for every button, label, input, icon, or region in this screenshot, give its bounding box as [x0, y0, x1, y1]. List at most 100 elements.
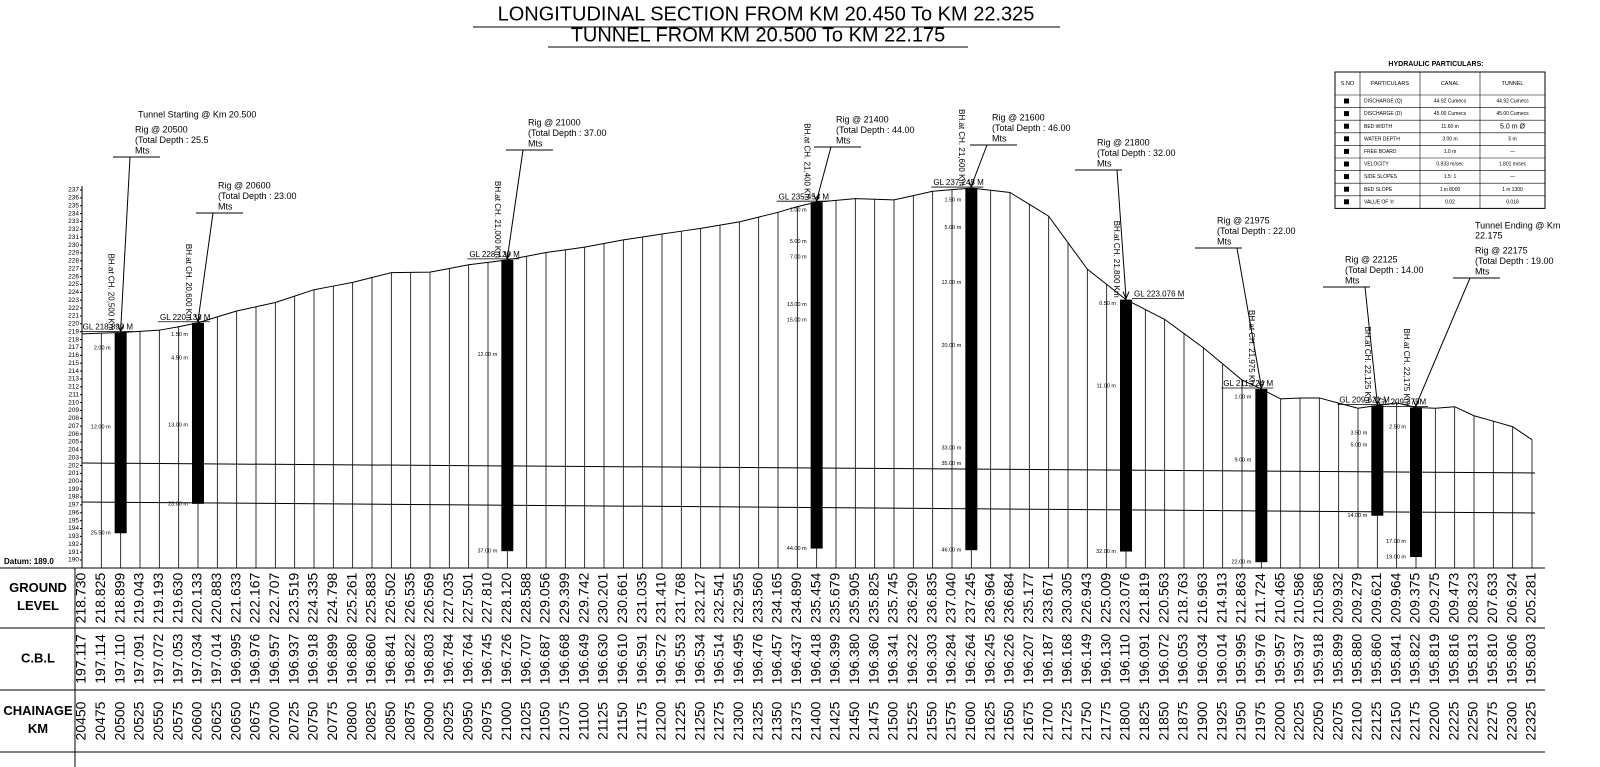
chainage-value: 20625 [208, 701, 224, 740]
cbl-value: 196.303 [923, 633, 939, 684]
level-label: 214 [68, 368, 79, 375]
chainage-value: 21875 [1175, 701, 1191, 740]
borehole-label: BH.at CH. 22,125 Km [1363, 327, 1372, 404]
ground_level-value: 218.763 [1175, 572, 1191, 623]
row-header: C.B.L [21, 650, 55, 665]
ground_level-value: 210.586 [1310, 572, 1326, 623]
chainage-value: 22275 [1484, 701, 1500, 740]
rig-label: Mts [836, 135, 851, 145]
chainage-value: 21575 [943, 701, 959, 740]
ground_level-value: 225.009 [1097, 572, 1113, 623]
level-label: 190 [68, 557, 79, 564]
hydraulic-cell: 44.92 Cumecs [1496, 99, 1529, 105]
ground_level-value: 218.730 [73, 572, 89, 623]
chainage-value: 21275 [711, 701, 727, 740]
level-label: 200 [68, 478, 79, 485]
cbl-value: 196.976 [247, 633, 263, 684]
hydraulic-header: PARTICULARS [1371, 81, 1409, 87]
chainage-value: 21725 [1059, 701, 1075, 740]
cbl-value: 196.399 [827, 633, 843, 684]
cbl-value: 196.245 [981, 633, 997, 684]
rig-label: Rig @ 21400 [836, 114, 889, 124]
hydraulic-cell: FREE BOARD [1364, 149, 1397, 155]
cbl-value: 196.341 [885, 633, 901, 684]
ground_level-value: 209.621 [1368, 572, 1384, 623]
rig-label: (Total Depth : 44.00 [836, 125, 915, 135]
cbl-value: 196.534 [691, 633, 707, 684]
chainage-value: 20700 [266, 701, 282, 740]
cbl-value: 196.899 [324, 633, 340, 684]
cbl-value: 196.149 [1078, 633, 1094, 684]
borehole [1410, 407, 1422, 558]
ground_level-value: 236.835 [923, 572, 939, 623]
ground_level-value: 223.519 [285, 572, 301, 623]
level-label: 191 [68, 549, 79, 556]
layer-depth: 19.00 m [1386, 555, 1406, 561]
hydraulic-cell: BED SLOPE [1364, 187, 1393, 193]
cbl-value: 196.418 [807, 633, 823, 684]
ground_level-value: 218.899 [111, 572, 127, 623]
cbl-value: 196.841 [382, 633, 398, 684]
chainage-value: 22050 [1310, 701, 1326, 740]
cbl-value: 196.726 [498, 633, 514, 684]
level-label: 218 [68, 336, 79, 343]
chainage-value: 21600 [962, 701, 978, 740]
rig-label: Rig @ 20600 [218, 180, 271, 190]
cbl-value: 196.803 [421, 633, 437, 684]
ground_level-value: 235.177 [1020, 572, 1036, 623]
level-label: 215 [68, 360, 79, 367]
cbl-value: 196.284 [943, 633, 959, 684]
ground_level-value: 227.501 [459, 572, 475, 623]
rig-label: (Total Depth : 46.00 [992, 123, 1071, 133]
leader [197, 212, 214, 321]
chainage-value: 21300 [730, 701, 746, 740]
ground_level-value: 224.798 [324, 572, 340, 623]
cbl-value: 196.360 [865, 633, 881, 684]
layer-depth: 3.50 m [1351, 431, 1368, 437]
level-label: 231 [68, 234, 79, 241]
layer-depth: 5.00 m [945, 225, 962, 231]
cbl-value: 197.114 [92, 634, 108, 684]
layer-depth: 46.00 m [941, 548, 961, 554]
bullet [1344, 136, 1349, 142]
layer-depth: 13.00 m [787, 302, 807, 308]
level-label: 213 [68, 376, 79, 383]
tunnel-start: Tunnel Starting @ Km 20.500 [138, 109, 256, 119]
hydraulic-cell: 0.018 [1506, 199, 1519, 205]
ground_level-value: 219.193 [150, 572, 166, 623]
borehole-label: BH.at CH. 21,800 Km [1112, 221, 1121, 298]
rig-label: Mts [1475, 266, 1490, 276]
cbl-value: 196.784 [440, 633, 456, 684]
borehole-label: BH.at CH. 21,600 Km [957, 109, 966, 186]
ground_level-value: 237.245 [962, 572, 978, 623]
chainage-value: 20725 [285, 701, 301, 740]
gl-label: GL 235.454 M [779, 192, 830, 201]
level-label: 211 [69, 391, 80, 398]
strata-line [81, 501, 1536, 514]
level-label: 203 [68, 454, 79, 461]
layer-depth: 44.00 m [787, 546, 807, 552]
level-label: 207 [68, 423, 79, 430]
cbl-value: 195.899 [1329, 633, 1345, 684]
borehole [114, 332, 127, 534]
ground_level-value: 205.281 [1523, 572, 1539, 623]
hydraulic-header: S.NO [1341, 81, 1355, 87]
cbl-value: 196.130 [1097, 633, 1113, 684]
level-label: 206 [68, 431, 79, 438]
ground_level-value: 222.707 [266, 572, 282, 623]
leader [816, 146, 832, 201]
ground_level-value: 223.076 [1117, 572, 1133, 623]
ground_level-value: 235.745 [885, 572, 901, 623]
layer-depth: 22.00 m [1231, 560, 1251, 566]
cbl-value: 196.091 [1136, 633, 1152, 684]
hydraulic-cell: 1.801 m/sec [1499, 162, 1527, 168]
cbl-value: 196.745 [479, 633, 495, 684]
cbl-value: 197.034 [189, 633, 205, 684]
ground_level-value: 235.905 [846, 572, 862, 623]
level-label: 226 [68, 273, 79, 280]
gl-label: GL 211.724 M [1223, 379, 1273, 388]
hydraulic-cell: 45.00 Cumecs [1434, 111, 1467, 117]
chainage-value: 20550 [150, 701, 166, 740]
cbl-value: 195.995 [1233, 633, 1249, 684]
